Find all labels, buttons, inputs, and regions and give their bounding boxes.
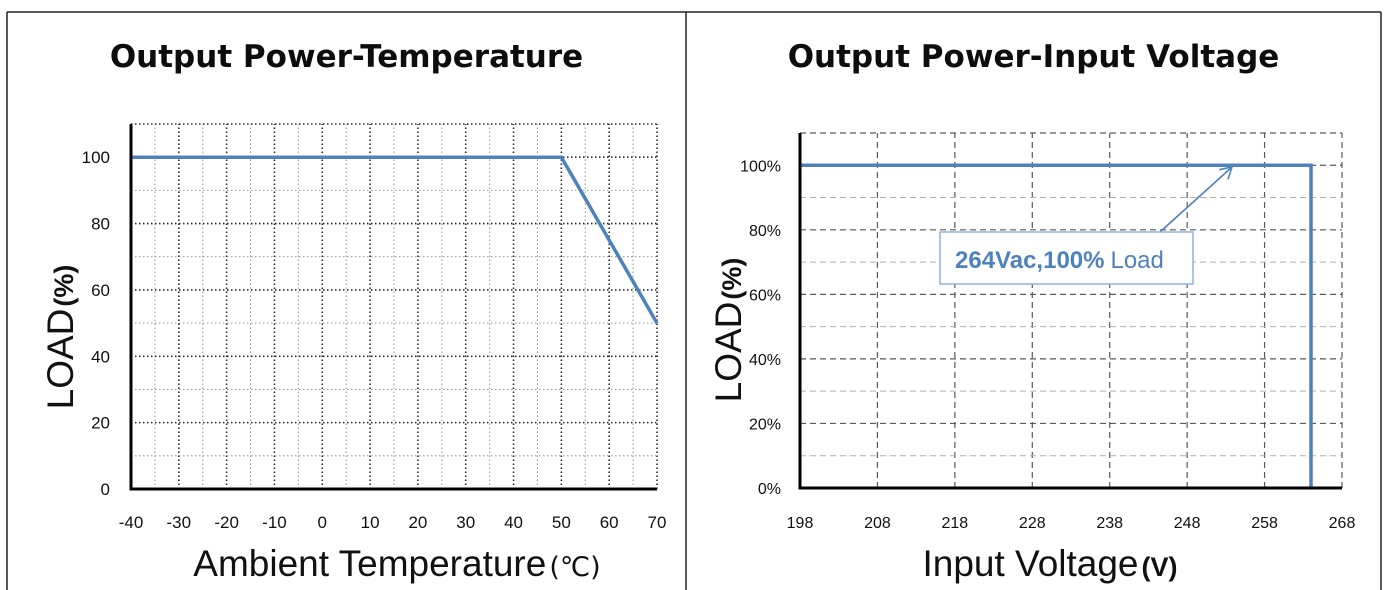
y-tick-label: 80: [91, 215, 110, 234]
annotation-arrowhead: [1219, 165, 1234, 180]
x-tick-label: 248: [1174, 515, 1201, 532]
annotation-label-bold: 264Vac,100%: [955, 247, 1104, 274]
y-tick-label: 0: [101, 480, 110, 499]
y-tick-label: 60%: [749, 287, 781, 304]
y-axis-label-unit: (%): [49, 265, 79, 307]
y-axis-label: LOAD(%): [40, 265, 81, 410]
series-line: [800, 163, 1313, 488]
x-tick-label: 20: [408, 513, 427, 532]
y-axis-label-unit: (%): [717, 258, 747, 300]
input-voltage-derating-chart: Output Power-Input Voltage 198 208 218 228 2…: [708, 39, 1355, 584]
x-tick-label: -10: [262, 513, 287, 532]
x-tick-label: 208: [864, 515, 891, 532]
x-tick-label: 258: [1251, 515, 1278, 532]
x-tick-label: 60: [600, 513, 619, 532]
series-line: [131, 155, 659, 324]
x-tick-label: -40: [119, 513, 144, 532]
x-tick-label: 238: [1096, 515, 1123, 532]
x-tick-label: 50: [552, 513, 571, 532]
x-axis-label: Input Voltage (V): [922, 543, 1177, 584]
x-tick-label: 198: [787, 515, 814, 532]
y-axis-label: LOAD(%): [708, 258, 749, 403]
x-tick-label: 70: [648, 513, 667, 532]
x-axis-label-text: Input Voltage: [922, 543, 1138, 584]
x-axis-label-unit: (℃): [549, 552, 600, 583]
x-tick-label: 218: [942, 515, 969, 532]
x-tick-label: 10: [361, 513, 380, 532]
y-tick-label: 20: [91, 414, 110, 433]
annotation-label: 264Vac,100% Load: [955, 247, 1164, 274]
chart-title: Output Power-Temperature: [110, 39, 583, 75]
y-tick-label: 100: [82, 148, 110, 167]
annotation-label-text: Load: [1110, 247, 1163, 274]
figure-frame: [6, 11, 1382, 590]
gridlines: [131, 123, 658, 489]
annotation: 264Vac,100% Load: [939, 165, 1234, 285]
x-tick-label: -20: [214, 513, 239, 532]
chart-plot-area: -40 -30 -20 -10 0 10 20 30 40 50 60 70 0 20 40 60 80 100: [82, 123, 667, 532]
x-tick-label: 0: [318, 513, 327, 532]
x-axis-label-text: Ambient Temperature: [193, 543, 546, 584]
y-tick-label: 40%: [749, 352, 781, 369]
y-tick-label: 80%: [749, 223, 781, 240]
x-tick-label: 30: [456, 513, 475, 532]
x-tick-label: 268: [1329, 515, 1356, 532]
chart-plot-area: 198 208 218 228 238 248 258 268 0% 20% 40% 60% 80% 10…: [740, 132, 1356, 532]
annotation-arrow: [1159, 166, 1233, 233]
x-tick-label: -30: [167, 513, 192, 532]
y-tick-label: 60: [91, 281, 110, 300]
x-axis-label: Ambient Temperature (℃): [193, 543, 600, 584]
y-tick-label: 100%: [740, 158, 781, 175]
y-tick-label: 20%: [749, 416, 781, 433]
x-tick-label: 40: [504, 513, 523, 532]
x-axis-label-unit: (V): [1142, 552, 1178, 582]
temperature-derating-chart: Output Power-Temperature -40 -30 -20 -10 0 10…: [40, 39, 666, 584]
chart-title: Output Power-Input Voltage: [788, 39, 1280, 75]
annotation-box: [939, 231, 1194, 285]
x-tick-label: 228: [1019, 515, 1046, 532]
y-axis-label-text: LOAD: [708, 302, 749, 403]
y-tick-label: 40: [91, 347, 110, 366]
y-axis-label-text: LOAD: [40, 309, 81, 410]
y-tick-label: 0%: [758, 481, 781, 498]
gridlines: [800, 132, 1343, 488]
